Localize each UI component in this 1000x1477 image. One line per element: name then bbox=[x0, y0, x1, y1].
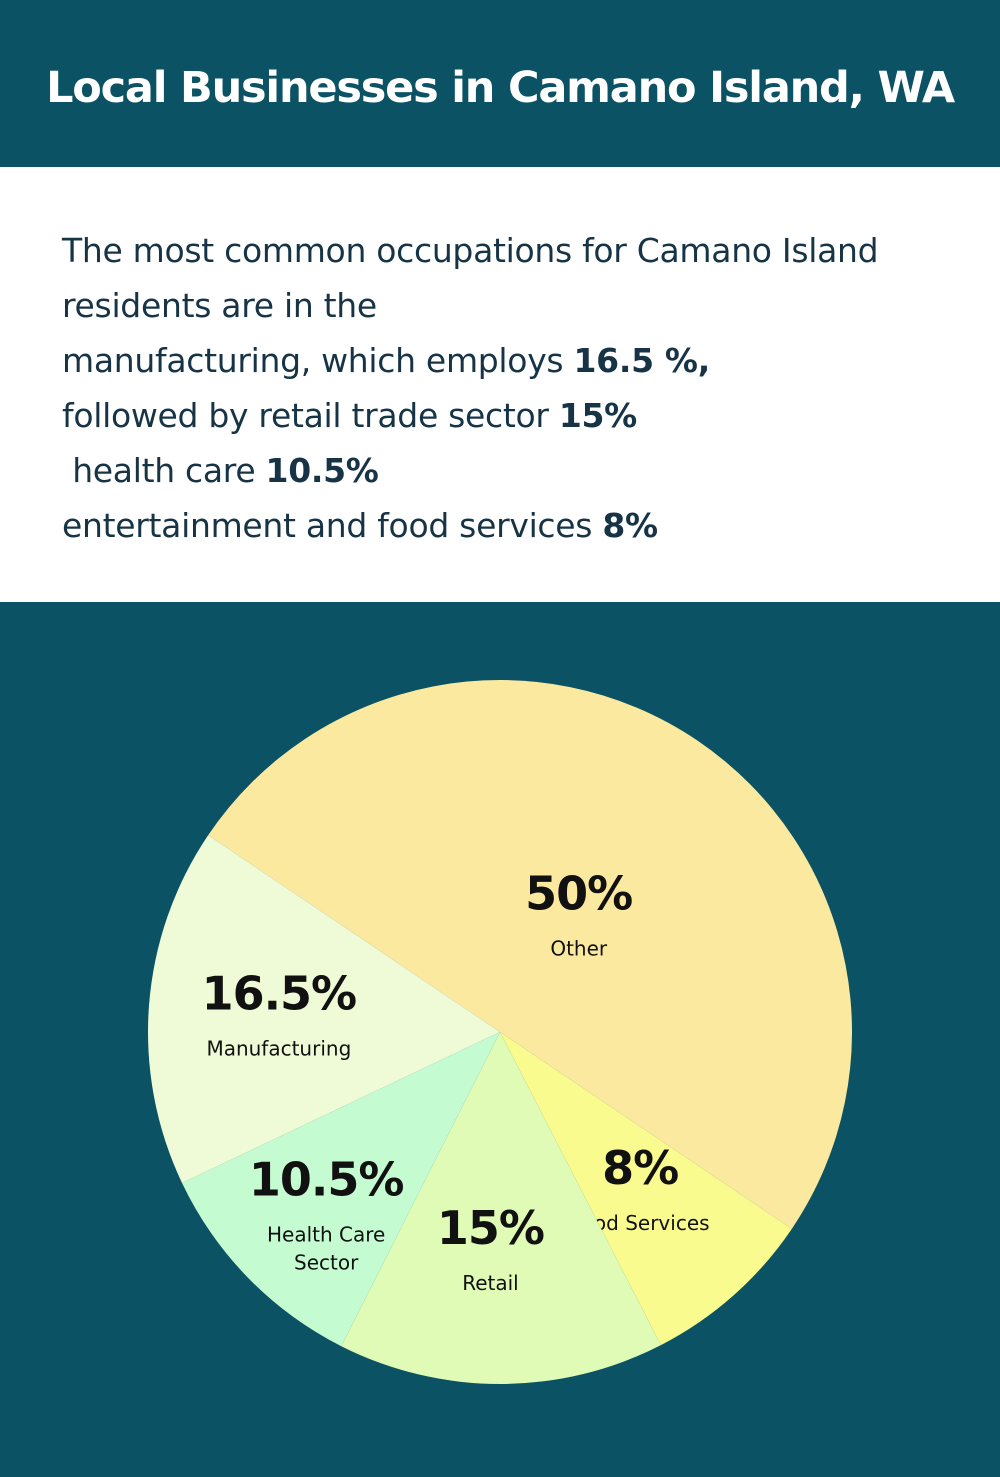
pie-slice-other bbox=[208, 680, 852, 1229]
pie-category-label-health-care-sector: Health Care bbox=[267, 1223, 385, 1247]
pie-category-label-health-care-sector: Sector bbox=[294, 1251, 359, 1275]
pie-value-label-manufacturing: 16.5% bbox=[202, 966, 357, 1020]
pie-category-label-manufacturing: Manufacturing bbox=[206, 1036, 351, 1060]
chart-panel: 50% Other 8% Food Services 15% Retail 10.5% Hea… bbox=[0, 602, 1000, 1477]
pie-slice-food-services bbox=[500, 1032, 792, 1346]
pie-value-label-food-services: 8% bbox=[602, 1141, 678, 1195]
intro-line-health-care: health care 10.5% bbox=[62, 451, 379, 490]
intro-line-manufacturing: manufacturing, which employs 16.5 %, bbox=[62, 341, 711, 380]
intro-line-food-services: entertainment and food services 8% bbox=[62, 506, 658, 545]
pie-category-label-retail: Retail bbox=[462, 1271, 519, 1295]
pie-value-label-health-care-sector: 10.5% bbox=[249, 1153, 404, 1207]
page-header: Local Businesses in Camano Island, WA bbox=[0, 0, 1000, 167]
food-services-figure: 8% bbox=[602, 506, 658, 545]
intro-section: The most common occupations for Camano I… bbox=[0, 167, 1000, 602]
pie-value-label-retail: 15% bbox=[437, 1201, 544, 1255]
manufacturing-figure: 16.5 %, bbox=[573, 341, 711, 380]
health-care-figure: 10.5% bbox=[265, 451, 379, 490]
retail-figure: 15% bbox=[558, 396, 637, 435]
pie-value-label-other: 50% bbox=[525, 866, 632, 920]
pie-slice-retail bbox=[341, 1032, 661, 1385]
intro-line: residents are in the bbox=[62, 286, 377, 325]
pie-category-label-other: Other bbox=[550, 936, 608, 960]
intro-paragraph: The most common occupations for Camano I… bbox=[62, 223, 962, 553]
intro-line-retail: followed by retail trade sector 15% bbox=[62, 396, 637, 435]
pie-slice-manufacturing bbox=[148, 835, 500, 1183]
page-title: Local Businesses in Camano Island, WA bbox=[46, 63, 955, 113]
pie-slice-health-care-sector bbox=[182, 1032, 500, 1347]
intro-line: The most common occupations for Camano I… bbox=[62, 231, 879, 270]
